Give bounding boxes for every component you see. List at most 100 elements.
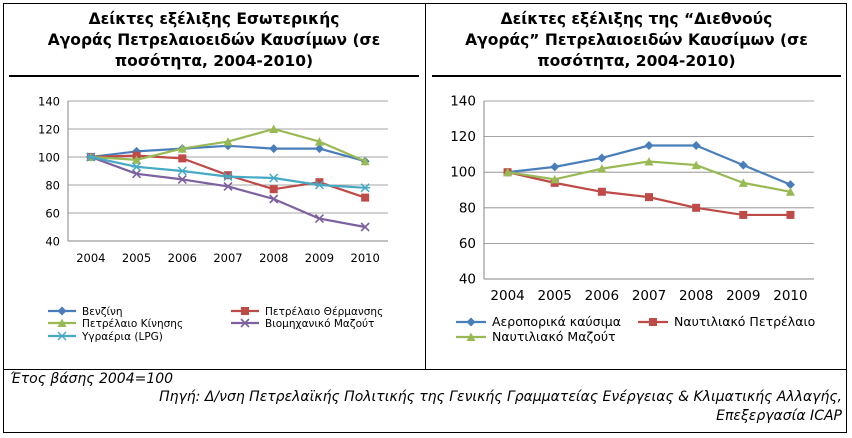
base-year-note: Έτος βάσης 2004=100 — [10, 371, 174, 387]
legend-marker-ναυτιλιακό-πετρέλαιο — [649, 318, 657, 326]
legend-marker-βιομηχανικό-μαζούτ — [240, 318, 250, 328]
x-tick-label: 2006 — [168, 251, 197, 265]
data-point-ναυτιλιακό-μαζούτ — [691, 160, 701, 170]
y-tick-label: 120 — [450, 129, 476, 145]
legend: Αεροπορικά καύσιμα Ναυτιλιακό Πετρέλαιο Να… — [456, 314, 815, 344]
legend-marker-πετρέλαιο-κίνησης — [57, 318, 67, 327]
credit-note: Επεξεργασία ICAP — [716, 408, 842, 424]
x-tick-label: 2010 — [351, 251, 380, 265]
legend-label-ναυτιλιακό-μαζούτ: Ναυτιλιακό Μαζούτ — [492, 329, 616, 344]
data-point-πετρέλαιο-κίνησης — [314, 137, 324, 146]
legend-marker-ναυτιλιακό-μαζούτ — [466, 332, 476, 341]
data-point-βενζίνη — [314, 144, 324, 154]
data-point-ναυτιλιακό-μαζούτ — [785, 187, 795, 196]
data-point-ναυτιλιακό-πετρέλαιο — [692, 203, 701, 212]
data-point-υγραέρια-lpg — [223, 172, 233, 182]
x-tick-label: 2005 — [538, 288, 572, 304]
data-point-αεροπορικά-καύσιμα — [738, 160, 748, 170]
x-tick-labels: 2004 2005 2006 2007 2008 2009 2010 — [490, 288, 807, 304]
right-chart-panel: Δείκτες εξέλιξης της “Διεθνούς Αγοράς” Π… — [426, 3, 847, 369]
data-point-πετρέλαιο-κίνησης — [223, 137, 233, 146]
data-point-ναυτιλιακό-μαζούτ — [503, 167, 513, 177]
x-tick-label: 2007 — [632, 288, 666, 304]
legend-item-πετρέλαιο-θέρμανσης: Πετρέλαιο Θέρμανσης — [231, 306, 383, 318]
data-point-βιομηχανικό-μαζούτ — [314, 214, 324, 224]
data-point-υγραέρια-lpg — [85, 152, 96, 162]
data-point-πετρέλαιο-θέρμανσης — [315, 178, 324, 187]
data-point-υγραέρια-lpg — [268, 173, 279, 183]
y-tick-labels: 40 60 80 100 120 140 — [38, 95, 60, 249]
x-tick-label: 2004 — [490, 288, 524, 304]
data-point-ναυτιλιακό-μαζούτ — [550, 174, 560, 184]
legend-label-υγραέρια-lpg: Υγραέρια (LPG) — [81, 331, 163, 343]
y-tick-label: 80 — [45, 179, 60, 193]
data-point-πετρέλαιο-θέρμανσης — [361, 193, 370, 202]
legend-marker-πετρέλαιο-θέρμανσης — [241, 307, 249, 315]
source-note: Πηγή: Δ/νση Πετρελαϊκής Πολιτικής της Γε… — [159, 389, 842, 405]
data-point-ναυτιλιακό-πετρέλαιο — [739, 210, 748, 219]
axes — [67, 101, 388, 242]
legend-item-πετρέλαιο-κίνησης: Πετρέλαιο Κίνησης — [48, 318, 183, 330]
y-tick-label: 100 — [450, 165, 476, 181]
y-tick-label: 40 — [45, 235, 60, 249]
series-ναυτιλιακό-πετρέλαιο — [503, 168, 795, 219]
y-tick-label: 100 — [38, 151, 60, 165]
y-tick-label: 60 — [45, 207, 60, 221]
legend-marker-βενζίνη — [57, 306, 67, 316]
legend: Βενζίνη Πετρέλαιο Θέρμανσης Πετρέλαιο Κίνη… — [48, 306, 383, 343]
data-point-αεροπορικά-καύσιμα — [597, 153, 607, 163]
data-point-πετρέλαιο-θέρμανσης — [178, 154, 187, 163]
footer-divider — [3, 369, 847, 370]
legend-label-ναυτιλιακό-πετρέλαιο: Ναυτιλιακό Πετρέλαιο — [674, 314, 815, 329]
legend-item-βενζίνη: Βενζίνη — [48, 306, 123, 318]
data-point-υγραέρια-lpg — [177, 166, 188, 176]
data-point-βιομηχανικό-μαζούτ — [360, 222, 370, 232]
data-point-πετρέλαιο-κίνησης — [269, 124, 279, 133]
y-tick-label: 80 — [459, 200, 476, 216]
data-point-πετρέλαιο-θέρμανσης — [224, 171, 232, 180]
data-point-υγραέρια-lpg — [360, 183, 371, 193]
y-tick-labels: 40 60 80 100 120 140 — [450, 94, 476, 288]
data-point-ναυτιλιακό-μαζούτ — [738, 178, 748, 187]
legend-label-βιομηχανικό-μαζούτ: Βιομηχανικό Μαζούτ — [265, 318, 374, 330]
legend-label-πετρέλαιο-θέρμανσης: Πετρέλαιο Θέρμανσης — [265, 306, 383, 318]
legend-label-βενζίνη: Βενζίνη — [82, 306, 123, 318]
data-point-πετρέλαιο-κίνησης — [177, 144, 187, 153]
data-point-ναυτιλιακό-πετρέλαιο — [597, 187, 606, 196]
legend-marker-υγραέρια-lpg — [57, 331, 67, 341]
data-point-βιομηχανικό-μαζούτ — [223, 181, 233, 191]
data-point-βιομηχανικό-μαζούτ — [177, 174, 187, 184]
data-point-πετρέλαιο-κίνησης — [360, 156, 370, 166]
series-πετρέλαιο-κίνησης — [86, 124, 370, 166]
x-tick-labels: 2004 2005 2006 2007 2008 2009 2010 — [76, 251, 380, 265]
x-tick-label: 2008 — [259, 251, 288, 265]
x-tick-label: 2009 — [726, 288, 760, 304]
data-point-ναυτιλιακό-πετρέλαιο — [645, 193, 653, 202]
x-tick-label: 2010 — [773, 288, 807, 304]
data-point-υγραέρια-lpg — [131, 162, 142, 172]
right-chart-title: Δείκτες εξέλιξης της “Διεθνούς Αγοράς” Π… — [465, 10, 808, 70]
data-point-βιομηχανικό-μαζούτ — [269, 194, 279, 204]
left-title-underline — [9, 75, 419, 77]
data-point-πετρέλαιο-κίνησης — [132, 155, 142, 164]
x-tick-label: 2005 — [122, 251, 151, 265]
data-point-ναυτιλιακό-μαζούτ — [597, 164, 607, 173]
left-chart-panel: Δείκτες εξέλιξης Εσωτερικής Αγοράς Πετρε… — [3, 3, 426, 369]
legend-label-αεροπορικά-καύσιμα: Αεροπορικά καύσιμα — [492, 314, 621, 329]
legend-item-υγραέρια-lpg: Υγραέρια (LPG) — [48, 331, 163, 343]
series-αεροπορικά-καύσιμα — [503, 141, 795, 190]
legend-item-βιομηχανικό-μαζούτ: Βιομηχανικό Μαζούτ — [231, 318, 374, 330]
legend-item-αεροπορικά-καύσιμα: Αεροπορικά καύσιμα — [456, 314, 621, 329]
data-point-αεροπορικά-καύσιμα — [644, 141, 654, 150]
x-tick-label: 2008 — [679, 288, 713, 304]
y-tick-label: 60 — [459, 236, 476, 252]
x-tick-label: 2007 — [213, 251, 242, 265]
data-point-βενζίνη — [269, 144, 279, 154]
series-ναυτιλιακό-μαζούτ — [503, 157, 795, 196]
data-point-αεροπορικά-καύσιμα — [785, 180, 795, 190]
y-tick-label: 40 — [459, 272, 476, 288]
y-tick-label: 120 — [38, 123, 60, 137]
x-tick-label: 2009 — [305, 251, 334, 265]
